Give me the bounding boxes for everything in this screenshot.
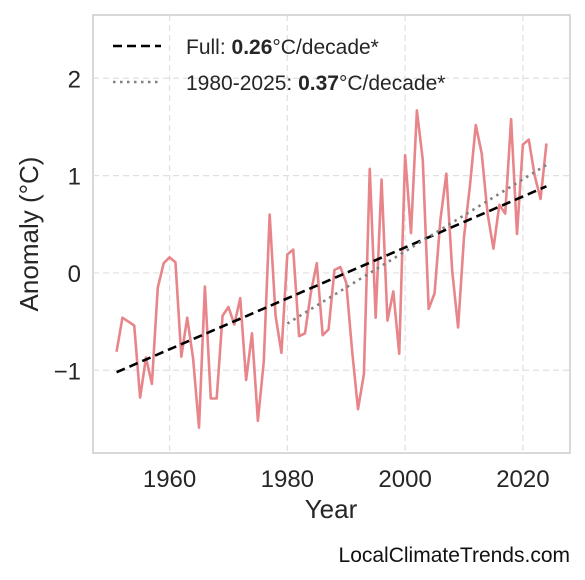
y-tick-label: 2: [68, 66, 81, 93]
legend: Full: 0.26°C/decade* 1980-2025: 0.37°C/d…: [113, 36, 445, 95]
x-tick-label: 2020: [496, 466, 549, 493]
grid: [93, 15, 570, 453]
ticks-layer: 1960 1980 2000 2020 −1 0 1 2: [54, 66, 550, 493]
full-trend-line: [116, 185, 547, 374]
annual-anomaly-line: [115, 109, 548, 429]
x-axis-label: Year: [305, 494, 358, 524]
recent-trend-line: [286, 163, 548, 325]
series-layer: [115, 109, 548, 429]
source-credit: LocalClimateTrends.com: [338, 544, 570, 567]
x-tick-label: 2000: [378, 466, 431, 493]
y-tick-label: 1: [68, 164, 81, 191]
chart-svg: 1960 1980 2000 2020 −1 0 1 2 Full: 0.26°C/decad…: [14, 14, 571, 524]
y-tick-label: −1: [54, 358, 81, 385]
y-tick-label: 0: [68, 261, 81, 288]
legend-label-full: Full: 0.26°C/decade*: [186, 36, 379, 59]
y-axis-label: Anomaly (°C): [14, 157, 44, 312]
x-tick-label: 1980: [261, 466, 314, 493]
legend-label-recent: 1980-2025: 0.37°C/decade*: [186, 72, 445, 95]
x-tick-label: 1960: [143, 466, 196, 493]
